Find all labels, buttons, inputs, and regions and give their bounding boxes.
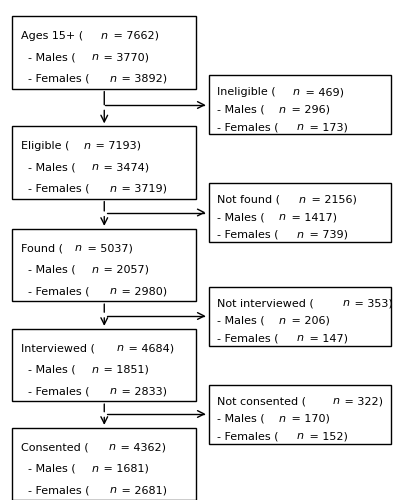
- Text: n: n: [75, 244, 82, 253]
- Text: = 170): = 170): [288, 414, 330, 424]
- Text: = 739): = 739): [306, 230, 348, 239]
- Text: n: n: [293, 88, 300, 98]
- Text: n: n: [297, 122, 304, 132]
- Text: Not found (: Not found (: [217, 195, 280, 205]
- Text: n: n: [91, 464, 98, 473]
- Text: n: n: [91, 52, 98, 62]
- Text: = 3892): = 3892): [118, 74, 167, 84]
- Text: = 147): = 147): [306, 333, 348, 343]
- Text: n: n: [297, 333, 304, 343]
- Text: n: n: [101, 31, 108, 41]
- Text: n: n: [109, 286, 116, 296]
- Text: n: n: [342, 298, 349, 308]
- Text: - Females (: - Females (: [217, 431, 279, 441]
- Text: Eligible (: Eligible (: [21, 141, 69, 151]
- Text: Ineligible (: Ineligible (: [217, 88, 276, 98]
- Text: - Males (: - Males (: [21, 52, 75, 62]
- Text: n: n: [109, 184, 116, 194]
- Text: - Females (: - Females (: [21, 485, 89, 495]
- Text: n: n: [279, 414, 286, 424]
- Text: n: n: [279, 104, 286, 115]
- Text: = 152): = 152): [306, 431, 348, 441]
- Text: = 3770): = 3770): [100, 52, 149, 62]
- Text: n: n: [83, 141, 90, 151]
- Text: n: n: [332, 396, 339, 406]
- Text: Found (: Found (: [21, 244, 63, 253]
- Text: - Females (: - Females (: [21, 74, 89, 84]
- Text: = 469): = 469): [302, 88, 344, 98]
- Text: Ages 15+ (: Ages 15+ (: [21, 31, 83, 41]
- Text: n: n: [109, 485, 116, 495]
- Bar: [12, 428, 196, 500]
- Text: = 1681): = 1681): [100, 464, 149, 473]
- Text: n: n: [297, 230, 304, 239]
- Text: = 353): = 353): [351, 298, 393, 308]
- Bar: [12, 126, 196, 198]
- Bar: [12, 16, 196, 89]
- Text: - Females (: - Females (: [217, 230, 279, 239]
- Text: = 322): = 322): [341, 396, 383, 406]
- Bar: [12, 229, 196, 301]
- Text: n: n: [109, 386, 116, 396]
- Text: = 4684): = 4684): [125, 343, 174, 353]
- Text: = 2057): = 2057): [100, 264, 149, 274]
- Text: n: n: [91, 264, 98, 274]
- Text: - Males (: - Males (: [217, 414, 265, 424]
- Text: Not interviewed (: Not interviewed (: [217, 298, 314, 308]
- Text: = 206): = 206): [288, 316, 330, 326]
- Text: - Males (: - Males (: [21, 162, 75, 172]
- Text: n: n: [109, 74, 116, 84]
- Text: = 5037): = 5037): [84, 244, 133, 253]
- Text: - Males (: - Males (: [21, 264, 75, 274]
- Text: = 2833): = 2833): [118, 386, 167, 396]
- Text: n: n: [91, 364, 98, 374]
- Text: - Females (: - Females (: [21, 286, 89, 296]
- Bar: [209, 384, 391, 444]
- Text: Interviewed (: Interviewed (: [21, 343, 95, 353]
- Text: - Males (: - Males (: [21, 464, 75, 473]
- Text: n: n: [91, 162, 98, 172]
- Bar: [209, 183, 391, 242]
- Text: = 3474): = 3474): [100, 162, 150, 172]
- Text: - Females (: - Females (: [21, 386, 89, 396]
- Bar: [209, 286, 391, 346]
- Text: = 2156): = 2156): [308, 195, 356, 205]
- Text: n: n: [116, 343, 123, 353]
- Text: n: n: [299, 195, 306, 205]
- Text: = 2681): = 2681): [118, 485, 167, 495]
- Text: = 7662): = 7662): [110, 31, 159, 41]
- Text: n: n: [279, 212, 286, 222]
- Text: - Males (: - Males (: [217, 316, 265, 326]
- Text: - Males (: - Males (: [21, 364, 75, 374]
- Text: = 7193): = 7193): [92, 141, 141, 151]
- Text: = 3719): = 3719): [118, 184, 167, 194]
- Text: - Females (: - Females (: [21, 184, 89, 194]
- Text: = 4362): = 4362): [117, 442, 166, 452]
- Text: Consented (: Consented (: [21, 442, 89, 452]
- Text: Not consented (: Not consented (: [217, 396, 306, 406]
- Text: n: n: [297, 431, 304, 441]
- Text: - Females (: - Females (: [217, 333, 279, 343]
- Text: = 1851): = 1851): [100, 364, 149, 374]
- Text: = 173): = 173): [306, 122, 348, 132]
- Text: - Males (: - Males (: [217, 212, 265, 222]
- Text: = 296): = 296): [288, 104, 330, 115]
- Bar: [12, 329, 196, 401]
- Text: n: n: [108, 442, 115, 452]
- Text: n: n: [279, 316, 286, 326]
- Bar: [209, 76, 391, 134]
- Text: = 2980): = 2980): [118, 286, 167, 296]
- Text: - Females (: - Females (: [217, 122, 279, 132]
- Text: = 1417): = 1417): [288, 212, 337, 222]
- Text: - Males (: - Males (: [217, 104, 265, 115]
